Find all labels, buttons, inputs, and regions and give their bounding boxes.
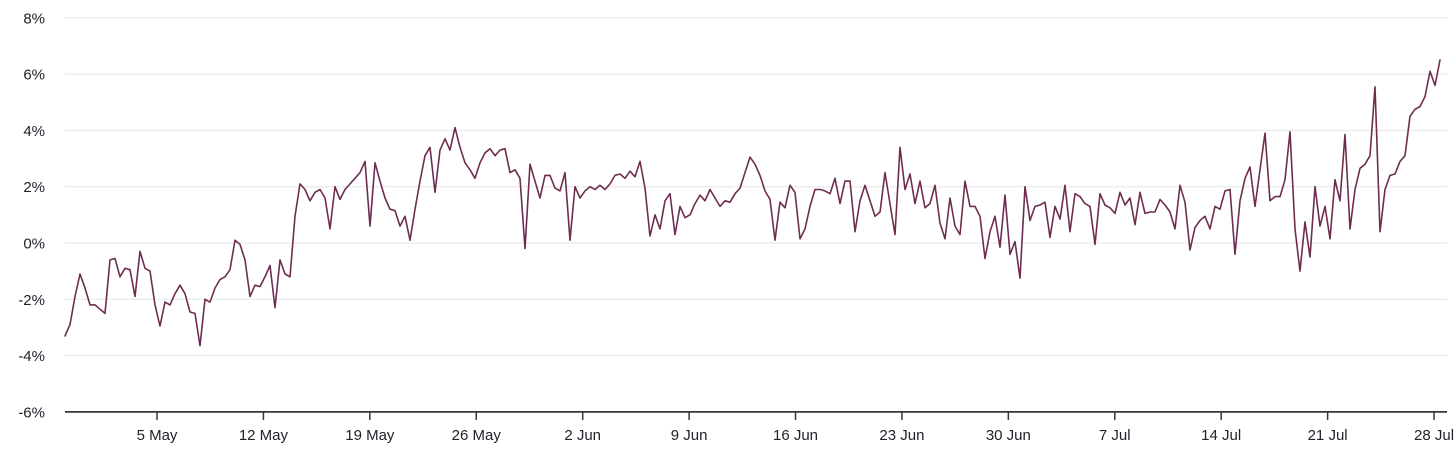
x-axis-label: 12 May <box>239 427 289 444</box>
y-axis-label: 8% <box>23 10 45 27</box>
y-axis-label: 6% <box>23 67 45 84</box>
y-axis-label: -6% <box>18 404 45 421</box>
y-axis-label: -2% <box>18 292 45 309</box>
x-axis-label: 7 Jul <box>1099 427 1131 444</box>
y-axis-label: 2% <box>23 179 45 196</box>
data-line <box>64 59 1441 347</box>
x-axis-label: 2 Jun <box>564 427 601 444</box>
x-axis-label: 9 Jun <box>671 427 708 444</box>
x-axis-label: 21 Jul <box>1308 427 1348 444</box>
x-axis-label: 16 Jun <box>773 427 818 444</box>
x-axis-label: 26 May <box>452 427 502 444</box>
x-axis-label: 5 May <box>137 427 178 444</box>
x-axis-label: 19 May <box>345 427 395 444</box>
x-axis-label: 14 Jul <box>1201 427 1241 444</box>
y-axis-label: -4% <box>18 348 45 365</box>
y-axis-label: 4% <box>23 123 45 140</box>
x-axis-label: 28 Jul <box>1414 427 1454 444</box>
y-axis-label: 0% <box>23 236 45 253</box>
x-axis-label: 23 Jun <box>879 427 924 444</box>
x-axis-label: 30 Jun <box>986 427 1031 444</box>
